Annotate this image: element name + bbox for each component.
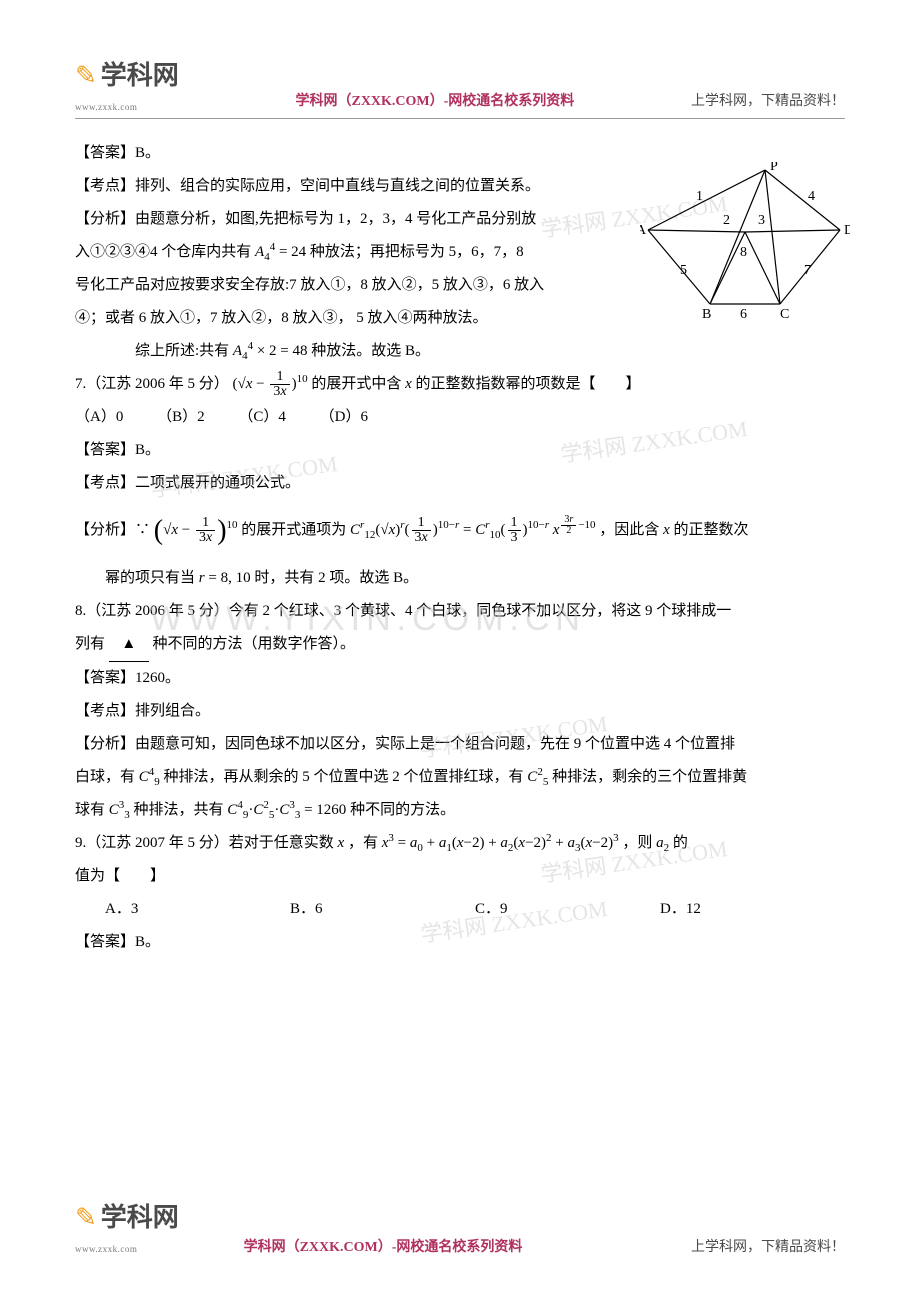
q7-answer: 【答案】B。	[75, 434, 845, 467]
logo-icon: ✎	[75, 50, 97, 102]
page-header: ✎ 学科网 www.zxxk.com 学科网（ZXXK.COM）-网校通名校系列…	[75, 50, 845, 119]
svg-text:2: 2	[723, 213, 730, 228]
header-right: 上学科网，下精品资料！	[691, 88, 845, 116]
q8-fenxi-1: 【分析】由题意可知，因同色球不加以区分，实际上是一个组合问题，先在 9 个位置中…	[75, 728, 845, 761]
svg-text:8: 8	[740, 245, 747, 260]
page-root: ✎ 学科网 www.zxxk.com 学科网（ZXXK.COM）-网校通名校系列…	[0, 0, 920, 1009]
svg-text:5: 5	[680, 263, 687, 278]
q9-answer: 【答案】B。	[75, 926, 845, 959]
footer-right: 上学科网，下精品资料！	[691, 1234, 845, 1262]
svg-text:D: D	[844, 223, 850, 238]
q7-fenxi-2: 幂的项只有当 r = 8, 10 时，共有 2 项。故选 B。	[75, 562, 845, 595]
svg-text:3: 3	[758, 213, 765, 228]
svg-text:1: 1	[696, 189, 703, 204]
q9-stem-1: 9.（江苏 2007 年 5 分）若对于任意实数 x ，有 x3 = a0 + …	[75, 827, 845, 860]
q7-kaodian: 【考点】二项式展开的通项公式。	[75, 467, 845, 500]
q7-options: （A）0 （B）2 （C）4 （D）6	[75, 401, 845, 434]
q8-fenxi-3: 球有 C33 种排法，共有 C49·C25·C33 = 1260 种不同的方法。	[75, 794, 845, 827]
q7-stem: 7.（江苏 2006 年 5 分） (√x − 13x)10 的展开式中含 x …	[75, 368, 845, 401]
q8-stem-2: 列有 ▲ 种不同的方法（用数字作答）。	[75, 628, 845, 662]
footer-logo-text: 学科网	[101, 1192, 179, 1244]
svg-text:C: C	[780, 307, 789, 322]
svg-text:P: P	[770, 162, 778, 174]
header-center: 学科网（ZXXK.COM）-网校通名校系列资料	[295, 88, 574, 116]
logo-text: 学科网	[101, 50, 179, 102]
svg-text:B: B	[702, 307, 711, 322]
svg-text:4: 4	[808, 189, 815, 204]
polyhedron-diagram: P A D B C 1 4 2 3 5 7 8 6	[640, 162, 850, 322]
q8-kaodian: 【考点】排列组合。	[75, 695, 845, 728]
q9-stem-2: 值为【 】	[75, 860, 845, 893]
svg-text:6: 6	[740, 307, 747, 322]
svg-text:A: A	[640, 223, 647, 238]
q8-answer: 【答案】1260。	[75, 662, 845, 695]
logo-block: ✎ 学科网 www.zxxk.com	[75, 50, 179, 116]
q9-options: A．3 B．6 C．9 D．12	[75, 893, 845, 926]
svg-text:7: 7	[804, 263, 811, 278]
q6-conclusion: 综上所述:共有 A44 × 2 = 48 种放法。故选 B。	[75, 335, 845, 368]
page-footer: ✎ 学科网 www.zxxk.com 学科网（ZXXK.COM）-网校通名校系列…	[75, 1192, 845, 1262]
q8-fenxi-2: 白球，有 C49 种排法，再从剩余的 5 个位置中选 2 个位置排红球，有 C2…	[75, 761, 845, 794]
logo-icon: ✎	[75, 1192, 97, 1244]
footer-center: 学科网（ZXXK.COM）-网校通名校系列资料	[244, 1234, 523, 1262]
q8-stem-1: 8.（江苏 2006 年 5 分）今有 2 个红球、3 个黄球、4 个白球，同色…	[75, 595, 845, 628]
q7-fenxi-1: 【分析】∵ (√x − 13x)10 的展开式通项为 Cr12(√x)r(13x…	[75, 500, 845, 562]
